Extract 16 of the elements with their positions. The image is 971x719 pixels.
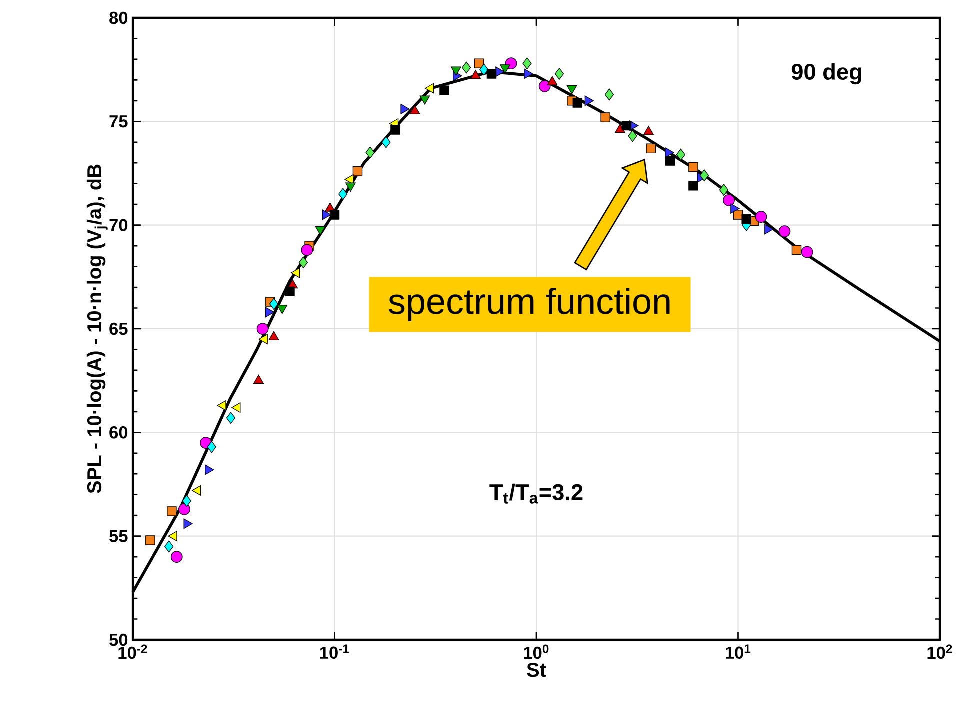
x-tick-label: 10$^{-1}$ — [320, 644, 350, 660]
annotation: 90 deg — [792, 63, 862, 85]
y-tick-label: 70 — [110, 219, 128, 232]
y-tick-label: 80 — [110, 12, 128, 24]
y-tick-label: 75 — [110, 116, 128, 128]
x-axis-title: St — [527, 662, 546, 678]
annotation: T$_{t}$/T$_{a}$=3.2 — [490, 484, 583, 504]
y-tick-label: 50 — [110, 634, 128, 646]
y-tick-label: 55 — [110, 530, 128, 542]
x-tick-label: 10$^{0}$ — [524, 644, 549, 660]
annotation: spectrum function — [388, 288, 670, 322]
y-tick-label: 60 — [110, 426, 128, 439]
y-tick-label: 65 — [110, 322, 128, 336]
x-tick-label: 10$^{2}$ — [928, 644, 952, 660]
y-axis-title: SPL - 10·log(A) - 10·n·log (V$_{j}$/a), dB — [86, 164, 108, 494]
x-tick-label: 10$^{1}$ — [726, 644, 751, 660]
